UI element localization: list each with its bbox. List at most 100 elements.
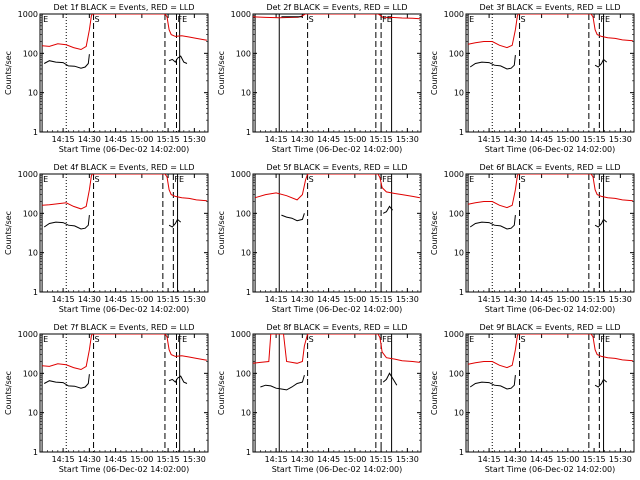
y-axis-label: Counts/sec bbox=[430, 51, 439, 95]
x-tick-label: 15:30 bbox=[183, 295, 206, 304]
y-tick-label: 1 bbox=[459, 448, 464, 457]
x-tick-label: 15:00 bbox=[130, 455, 153, 464]
y-tick-label: 100 bbox=[23, 369, 38, 378]
y-tick-label: 10 bbox=[28, 249, 38, 258]
y-tick-label: 1 bbox=[459, 288, 464, 297]
event-marker-label: S bbox=[309, 15, 314, 24]
y-tick-label: 1000 bbox=[444, 330, 464, 339]
event-marker-label: FE bbox=[382, 335, 392, 344]
event-marker-label: S bbox=[521, 175, 526, 184]
x-axis-label: Start Time (06-Dec-02 14:02:00) bbox=[485, 145, 616, 154]
x-tick-label: 14:15 bbox=[265, 135, 288, 144]
lld-series-line bbox=[253, 334, 420, 364]
detector-panel: Det 9f BLACK = Events, RED = LLD 1 10 100 10… bbox=[430, 323, 635, 474]
event-marker-label: E bbox=[469, 175, 474, 184]
y-axis-label: Counts/sec bbox=[217, 371, 226, 415]
x-tick-label: 14:30 bbox=[291, 135, 314, 144]
x-tick-label: 15:00 bbox=[556, 295, 579, 304]
y-tick-label: 1000 bbox=[18, 330, 38, 339]
x-tick-label: 15:15 bbox=[157, 295, 180, 304]
detector-panel: Det 1f BLACK = Events, RED = LLD 1 10 100 10… bbox=[4, 3, 209, 154]
events-series-line bbox=[382, 372, 398, 386]
y-tick-label: 10 bbox=[28, 89, 38, 98]
x-tick-label: 14:45 bbox=[104, 455, 127, 464]
lld-series-line bbox=[42, 174, 207, 210]
x-tick-label: 15:30 bbox=[183, 455, 206, 464]
x-tick-label: 15:00 bbox=[343, 455, 366, 464]
panel-title: Det 8f BLACK = Events, RED = LLD bbox=[266, 323, 407, 332]
x-tick-label: 15:00 bbox=[343, 135, 366, 144]
event-marker-label: S bbox=[521, 15, 526, 24]
lld-series-line bbox=[254, 174, 420, 201]
events-series-line bbox=[43, 54, 90, 69]
panel-title: Det 2f BLACK = Events, RED = LLD bbox=[266, 3, 407, 12]
y-tick-label: 100 bbox=[236, 369, 251, 378]
y-tick-label: 100 bbox=[449, 369, 464, 378]
panel-title: Det 9f BLACK = Events, RED = LLD bbox=[479, 323, 620, 332]
panel-title: Det 4f BLACK = Events, RED = LLD bbox=[53, 163, 194, 172]
y-tick-label: 10 bbox=[241, 89, 251, 98]
x-tick-label: 15:30 bbox=[396, 295, 419, 304]
y-tick-label: 1000 bbox=[231, 170, 251, 179]
panel-title: Det 5f BLACK = Events, RED = LLD bbox=[266, 163, 407, 172]
x-tick-label: 15:15 bbox=[370, 295, 393, 304]
event-marker-label: S bbox=[521, 335, 526, 344]
detector-panel: Det 2f BLACK = Events, RED = LLD 1 10 100 10… bbox=[217, 3, 422, 154]
x-tick-label: 14:30 bbox=[504, 295, 527, 304]
y-tick-label: 10 bbox=[454, 409, 464, 418]
events-series-line bbox=[43, 215, 90, 230]
y-tick-label: 1 bbox=[33, 288, 38, 297]
events-series-line bbox=[168, 218, 182, 228]
x-tick-label: 15:00 bbox=[556, 135, 579, 144]
event-marker-label: E bbox=[43, 15, 48, 24]
x-tick-label: 14:45 bbox=[104, 135, 127, 144]
y-tick-label: 10 bbox=[454, 249, 464, 258]
y-tick-label: 100 bbox=[236, 49, 251, 58]
lld-series-line bbox=[467, 174, 633, 209]
x-axis-label: Start Time (06-Dec-02 14:02:00) bbox=[272, 145, 403, 154]
x-axis-label: Start Time (06-Dec-02 14:02:00) bbox=[59, 305, 190, 314]
event-marker-label: FE bbox=[600, 175, 610, 184]
events-series-line bbox=[594, 218, 608, 228]
event-marker-label: FE bbox=[178, 335, 188, 344]
x-axis-label: Start Time (06-Dec-02 14:02:00) bbox=[59, 465, 190, 474]
x-tick-label: 14:15 bbox=[478, 135, 501, 144]
events-series-line bbox=[469, 55, 516, 70]
event-marker-label: E bbox=[469, 335, 474, 344]
y-tick-label: 100 bbox=[23, 49, 38, 58]
event-marker-label: S bbox=[95, 15, 100, 24]
y-axis-label: Counts/sec bbox=[430, 211, 439, 255]
detector-panel: Det 5f BLACK = Events, RED = LLD 1 10 100 10… bbox=[217, 163, 422, 314]
detector-panel: Det 8f BLACK = Events, RED = LLD 1 10 100 10… bbox=[217, 323, 422, 474]
lld-series-line bbox=[42, 14, 207, 51]
x-tick-label: 14:30 bbox=[504, 455, 527, 464]
event-marker-label: S bbox=[309, 175, 314, 184]
y-tick-label: 1000 bbox=[231, 10, 251, 19]
y-tick-label: 10 bbox=[454, 89, 464, 98]
x-tick-label: 14:30 bbox=[291, 455, 314, 464]
y-tick-label: 10 bbox=[28, 409, 38, 418]
event-marker-label: S bbox=[95, 335, 100, 344]
x-tick-label: 15:30 bbox=[609, 135, 632, 144]
x-tick-label: 14:30 bbox=[78, 295, 101, 304]
x-tick-label: 15:15 bbox=[157, 135, 180, 144]
event-marker-label: FE bbox=[174, 175, 184, 184]
x-tick-label: 14:15 bbox=[52, 455, 75, 464]
x-tick-label: 14:45 bbox=[530, 295, 553, 304]
x-axis-label: Start Time (06-Dec-02 14:02:00) bbox=[272, 465, 403, 474]
x-tick-label: 15:30 bbox=[609, 455, 632, 464]
event-marker-label: S bbox=[95, 175, 100, 184]
x-axis-label: Start Time (06-Dec-02 14:02:00) bbox=[485, 465, 616, 474]
events-series-line bbox=[594, 58, 608, 68]
lld-series-line bbox=[467, 14, 633, 49]
detector-panel: Det 4f BLACK = Events, RED = LLD 1 10 100 10… bbox=[4, 163, 209, 314]
y-axis-label: Counts/sec bbox=[217, 51, 226, 95]
y-tick-label: 100 bbox=[449, 209, 464, 218]
x-tick-label: 14:30 bbox=[78, 135, 101, 144]
event-marker-label: FE bbox=[600, 15, 610, 24]
y-tick-label: 1000 bbox=[231, 330, 251, 339]
events-series-line bbox=[168, 55, 188, 64]
y-tick-label: 10 bbox=[241, 409, 251, 418]
y-axis-label: Counts/sec bbox=[430, 371, 439, 415]
